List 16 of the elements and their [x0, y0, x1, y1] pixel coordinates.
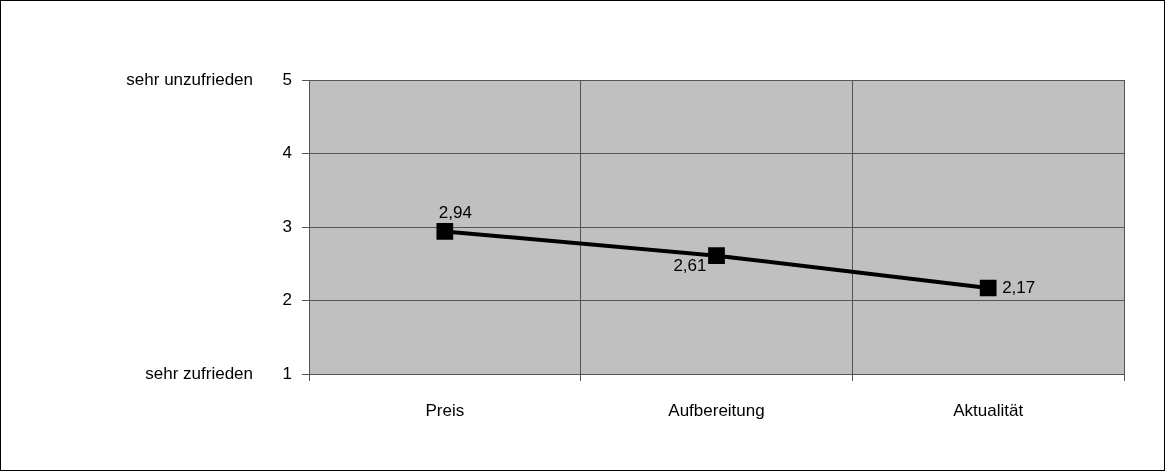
point [708, 247, 725, 265]
point [436, 223, 454, 240]
y-tick-label: 1 [282, 363, 292, 383]
y-tick-label: 4 [282, 143, 292, 163]
x-tick-label: Aktualität [953, 400, 1024, 420]
point [979, 279, 997, 297]
data-label: 2,17 [1002, 277, 1036, 297]
data-label: 2,61 [673, 255, 707, 275]
y-tick-label: 2 [282, 290, 292, 310]
x-tick-label: Aufbereitung [668, 400, 765, 420]
text: sehr unzufrieden [126, 69, 253, 89]
y-tick-label: 5 [282, 69, 292, 89]
data-label: 2,94 [438, 202, 472, 222]
x-tick-label: Preis [425, 400, 465, 420]
text: sehr zufrieden [145, 363, 253, 383]
y-tick-label: 3 [282, 216, 292, 236]
